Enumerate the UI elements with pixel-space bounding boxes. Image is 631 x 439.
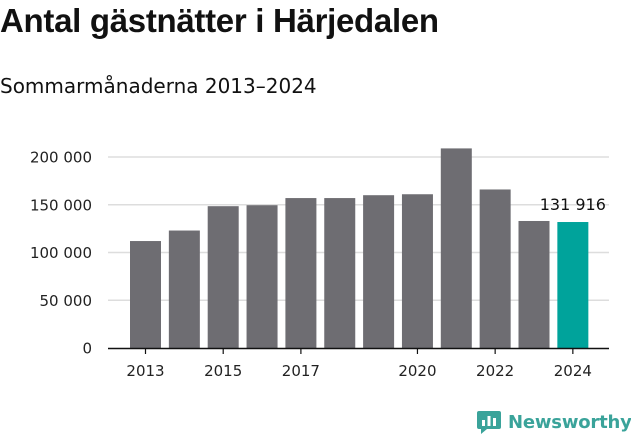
x-tick-label: 2020: [398, 362, 436, 380]
y-tick-label: 150 000: [30, 196, 92, 214]
bar: [246, 205, 278, 348]
x-tick-label: 2022: [476, 362, 514, 380]
bar: [363, 195, 395, 348]
x-tick-label: 2017: [282, 362, 320, 380]
y-tick-label: 200 000: [30, 149, 92, 167]
chart-title: Antal gästnätter i Härjedalen: [0, 2, 439, 39]
bar: [401, 194, 433, 348]
bar: [168, 230, 200, 348]
bar: [130, 241, 161, 348]
bar: [518, 220, 550, 348]
newsworthy-logo: Newsworthy: [476, 408, 631, 436]
bar: [285, 198, 317, 348]
data-label: 131 916: [540, 195, 606, 214]
brand-name: Newsworthy: [508, 411, 631, 433]
newsworthy-chart-icon: [477, 411, 501, 434]
bar: [557, 222, 589, 348]
y-tick-label: 0: [82, 340, 92, 358]
x-tick-label: 2013: [126, 362, 164, 380]
chart-subtitle: Sommarmånaderna 2013–2024: [0, 74, 317, 98]
x-tick-label: 2015: [204, 362, 242, 380]
y-tick-label: 50 000: [40, 292, 93, 310]
bar: [324, 198, 356, 348]
y-tick-label: 100 000: [30, 244, 92, 262]
bar: [207, 206, 239, 348]
x-tick-label: 2024: [554, 362, 592, 380]
bar: [440, 148, 472, 348]
bar: [479, 189, 511, 348]
